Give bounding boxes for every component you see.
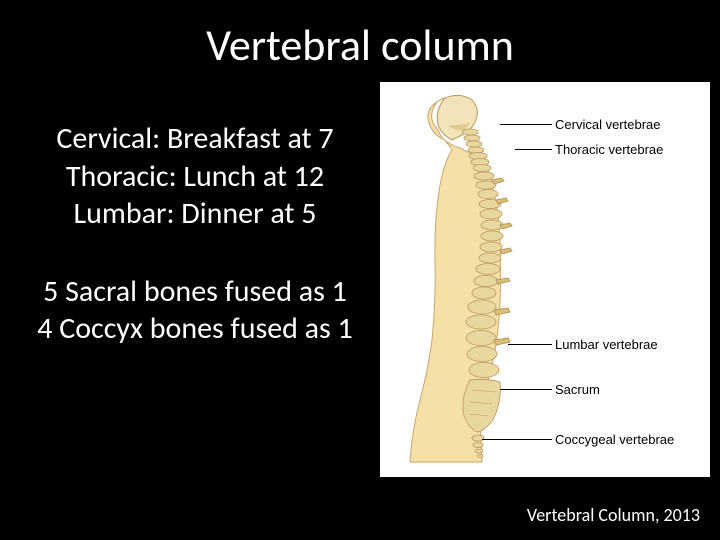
label-sacrum: Sacrum (555, 382, 600, 397)
leader-thoracic (515, 149, 552, 150)
leader-coccygeal (482, 439, 552, 440)
label-coccygeal: Coccygeal vertebrae (555, 432, 674, 447)
text-column: Cervical: Breakfast at 7 Thoracic: Lunch… (10, 80, 380, 477)
mnemonic-thoracic: Thoracic: Lunch at 12 (10, 158, 380, 196)
leader-lumbar (508, 344, 552, 345)
fused-sacral: 5 Sacral bones fused as 1 (10, 273, 380, 311)
spine-area: Cervical vertebrae Thoracic vertebrae Lu… (380, 82, 710, 477)
label-thoracic: Thoracic vertebrae (555, 142, 663, 157)
spine-svg (390, 90, 545, 465)
leader-cervical (500, 124, 552, 125)
content-row: Cervical: Breakfast at 7 Thoracic: Lunch… (0, 80, 720, 477)
label-lumbar: Lumbar vertebrae (555, 337, 658, 352)
leader-sacrum (500, 389, 552, 390)
fused-block: 5 Sacral bones fused as 1 4 Coccyx bones… (10, 273, 380, 348)
label-cervical: Cervical vertebrae (555, 117, 661, 132)
spine-diagram: Cervical vertebrae Thoracic vertebrae Lu… (380, 82, 710, 477)
citation: Vertebral Column, 2013 (527, 504, 700, 526)
fused-coccyx: 4 Coccyx bones fused as 1 (10, 310, 380, 348)
mnemonic-lumbar: Lumbar: Dinner at 5 (10, 195, 380, 233)
slide-title: Vertebral column (0, 0, 720, 80)
mnemonic-cervical: Cervical: Breakfast at 7 (10, 120, 380, 158)
mnemonic-block: Cervical: Breakfast at 7 Thoracic: Lunch… (10, 120, 380, 233)
